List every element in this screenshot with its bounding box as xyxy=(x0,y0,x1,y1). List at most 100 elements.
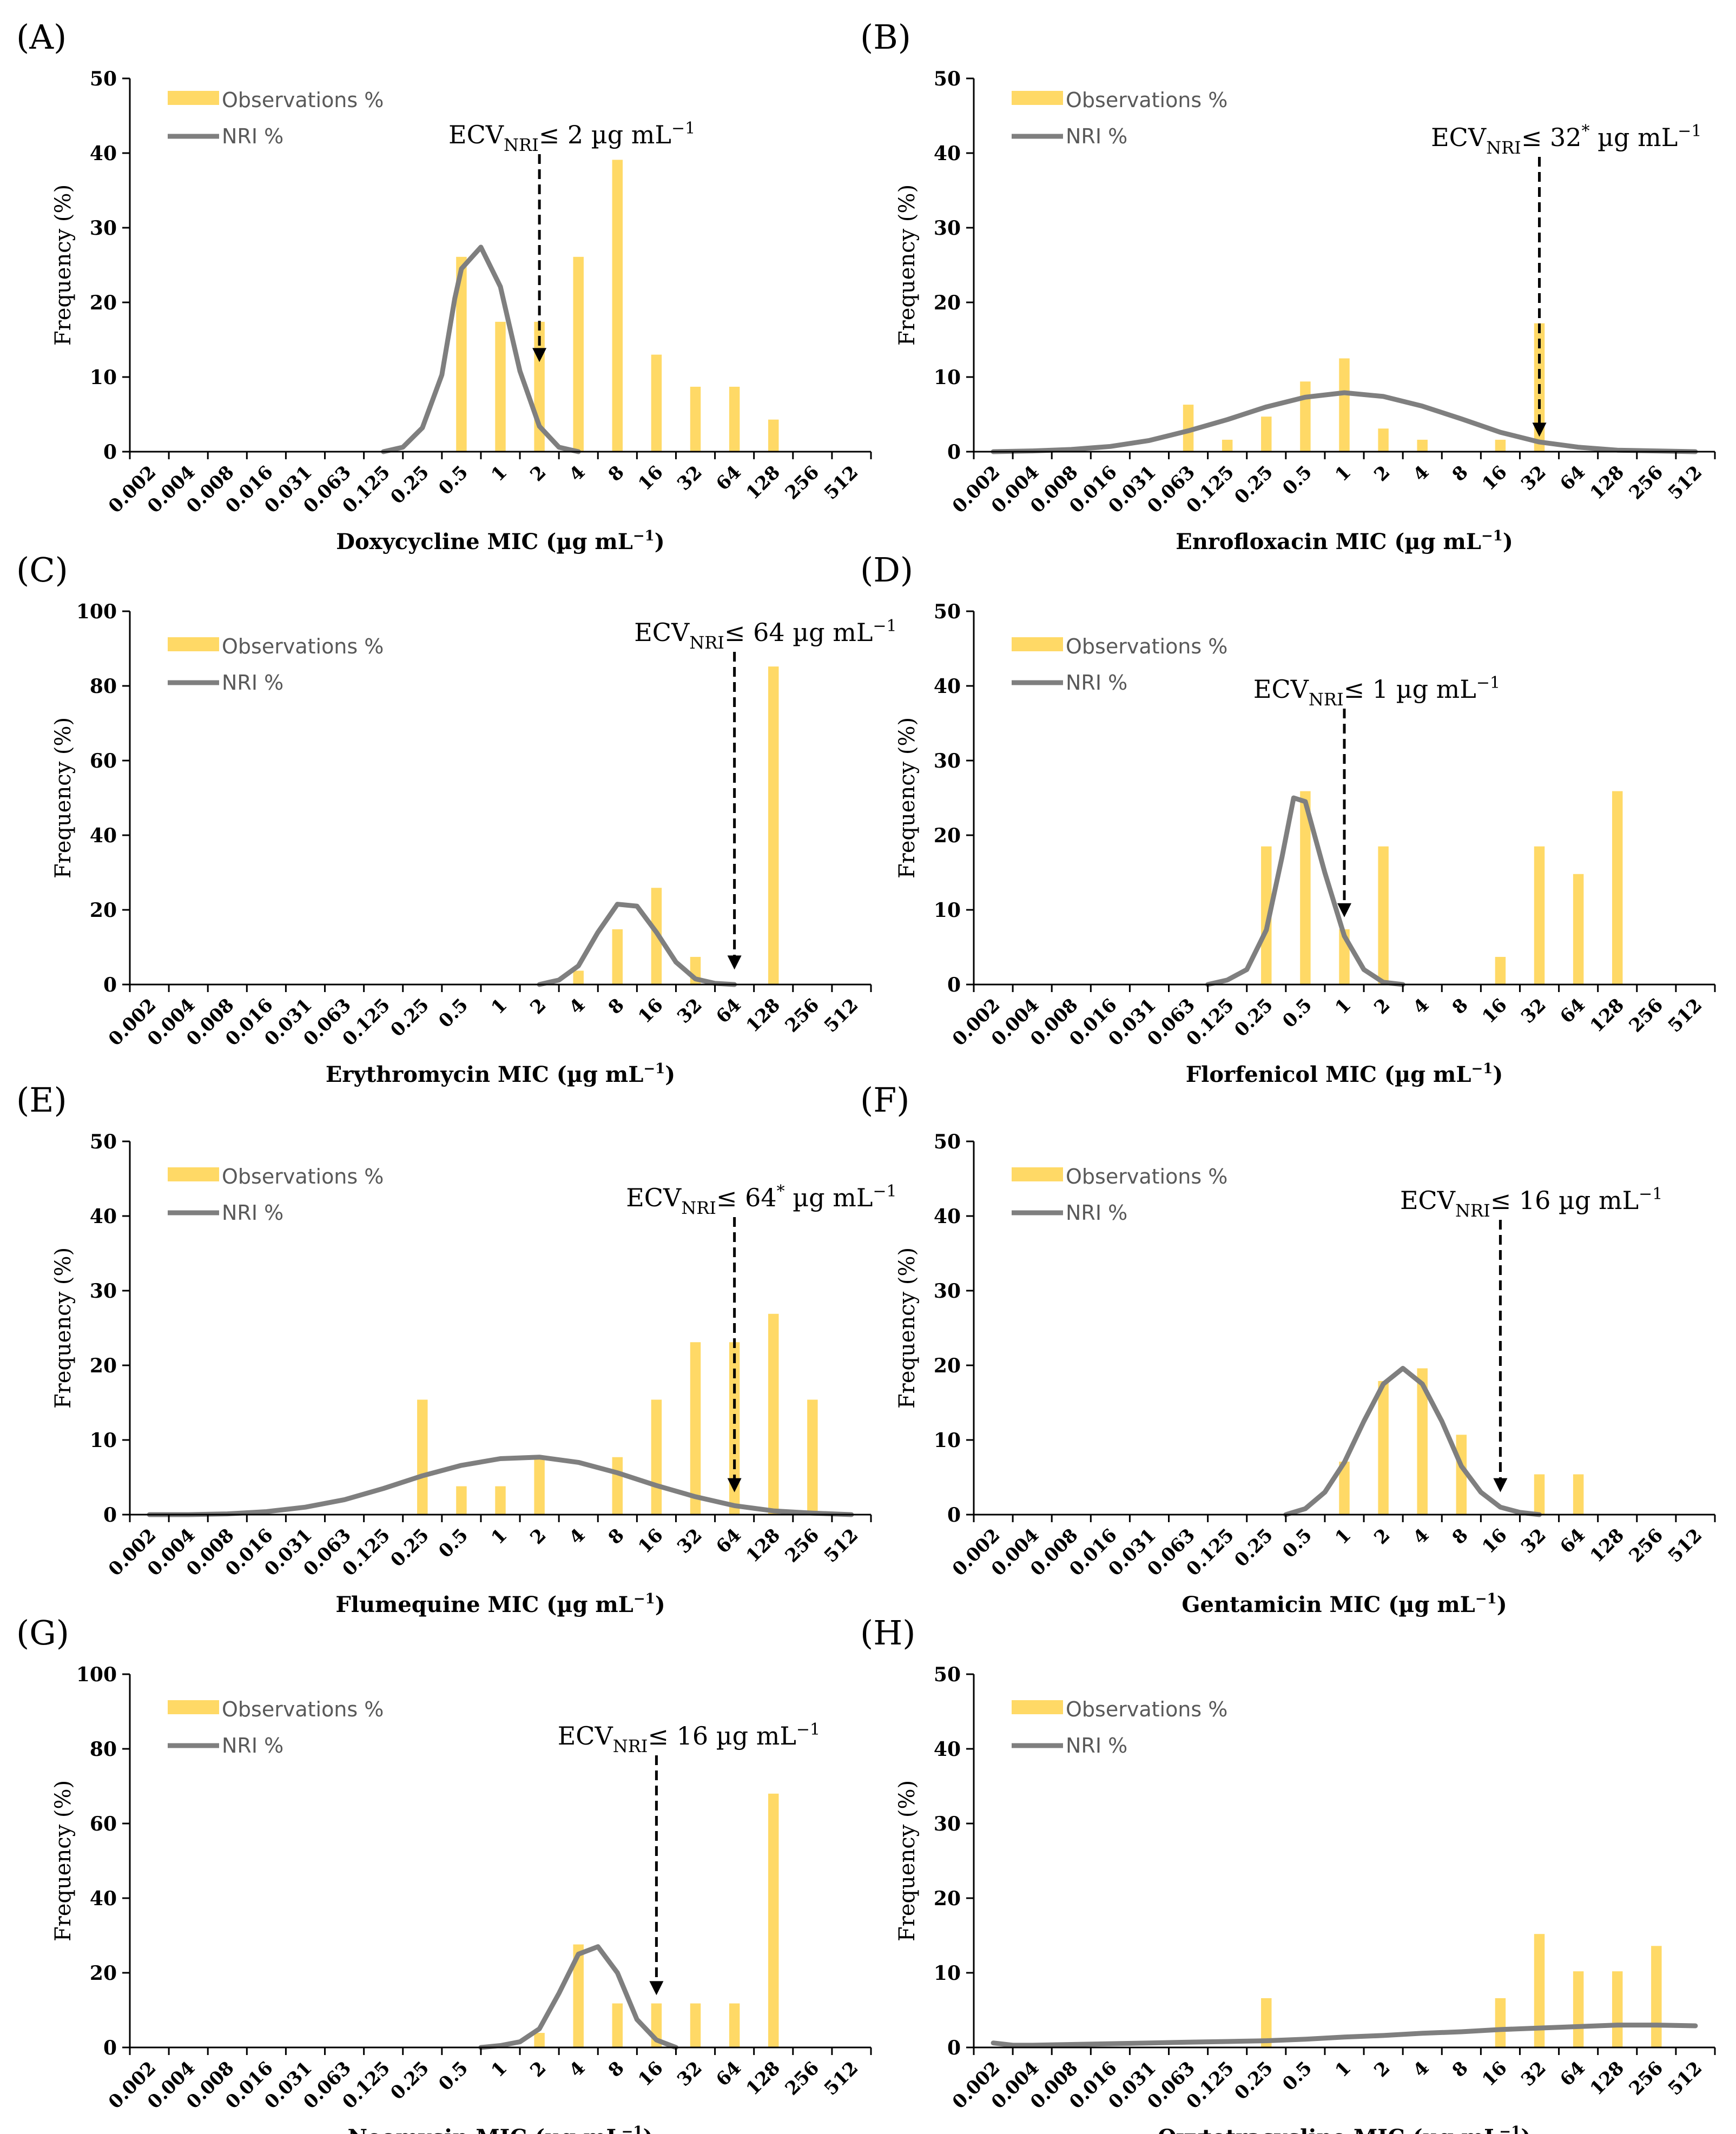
legend-label-observations: Observations % xyxy=(222,88,384,112)
y-axis-title: Frequency (%) xyxy=(895,1247,920,1409)
x-tick-label: 512 xyxy=(820,461,862,504)
y-axis-title: Frequency (%) xyxy=(51,1247,76,1409)
legend-label-nri: NRI % xyxy=(1066,1201,1127,1225)
x-tick-label: 32 xyxy=(673,461,707,495)
x-tick-label: 512 xyxy=(1664,2057,1706,2099)
observation-bar xyxy=(495,321,506,452)
x-tick-label: 256 xyxy=(1625,2057,1667,2099)
x-tick-label: 0.25 xyxy=(386,994,433,1041)
observation-bar xyxy=(1534,1474,1545,1515)
observation-bar xyxy=(768,1313,779,1515)
x-tick-label: 128 xyxy=(742,2057,784,2099)
observation-bar xyxy=(1573,1971,1584,2047)
legend-label-nri: NRI % xyxy=(222,671,283,695)
observation-bar xyxy=(1261,846,1272,985)
x-tick-label: 16 xyxy=(1478,2057,1511,2091)
x-tick-label: 256 xyxy=(781,1524,823,1567)
observation-bar xyxy=(1183,405,1194,452)
y-tick-label: 10 xyxy=(90,1429,117,1452)
observation-bar xyxy=(417,1399,428,1515)
legend-swatch-observations xyxy=(168,1700,219,1714)
legend-label-nri: NRI % xyxy=(1066,124,1127,148)
ecv-label: ECVNRI≤ 1 µg mL−1 xyxy=(1253,673,1500,710)
y-tick-label: 20 xyxy=(90,899,117,922)
y-tick-label: 0 xyxy=(947,974,961,996)
y-tick-label: 40 xyxy=(90,824,117,847)
x-tick-label: 256 xyxy=(781,461,823,504)
legend-label-nri: NRI % xyxy=(1066,1734,1127,1758)
legend-label-nri: NRI % xyxy=(222,1201,283,1225)
observation-bar xyxy=(768,419,779,452)
observation-bar xyxy=(1339,1462,1350,1515)
legend-label-nri: NRI % xyxy=(1066,671,1127,695)
y-tick-label: 50 xyxy=(90,68,117,90)
y-tick-label: 50 xyxy=(934,600,961,623)
observation-bar xyxy=(768,666,779,985)
y-tick-label: 40 xyxy=(90,1205,117,1228)
y-tick-label: 10 xyxy=(934,1429,961,1452)
x-tick-label: 0.25 xyxy=(386,1524,433,1571)
x-tick-label: 0.5 xyxy=(434,1524,472,1562)
x-tick-label: 4 xyxy=(1409,2057,1434,2082)
x-axis-title: Florfenicol MIC (µg mL−1) xyxy=(1186,1061,1503,1087)
y-tick-label: 40 xyxy=(934,1205,961,1228)
x-tick-label: 0.5 xyxy=(434,2057,472,2095)
x-tick-label: 1 xyxy=(487,461,511,486)
x-tick-label: 32 xyxy=(673,1524,707,1558)
x-tick-label: 128 xyxy=(1586,2057,1628,2099)
observation-bar xyxy=(612,2003,623,2047)
x-tick-label: 2 xyxy=(526,994,550,1019)
observation-bar xyxy=(612,160,623,452)
x-tick-label: 0.25 xyxy=(1230,994,1277,1041)
x-tick-label: 8 xyxy=(604,461,629,486)
x-tick-label: 4 xyxy=(565,1524,590,1549)
y-tick-label: 0 xyxy=(103,441,117,464)
y-tick-label: 20 xyxy=(90,1962,117,1985)
x-tick-label: 1 xyxy=(1331,461,1355,486)
legend-swatch-observations xyxy=(1012,91,1063,105)
y-tick-label: 40 xyxy=(934,1738,961,1761)
x-tick-label: 0.25 xyxy=(386,2057,433,2104)
observation-bar xyxy=(690,2003,701,2047)
x-axis-title: Doxycycline MIC (µg mL−1) xyxy=(336,528,664,554)
observation-bar xyxy=(768,1793,779,2047)
observation-bar xyxy=(456,256,467,452)
y-tick-label: 60 xyxy=(90,750,117,772)
x-tick-label: 4 xyxy=(1409,1524,1434,1549)
observation-bar xyxy=(1261,1998,1272,2047)
x-tick-label: 64 xyxy=(1556,994,1589,1028)
y-tick-label: 50 xyxy=(934,1131,961,1153)
y-tick-label: 0 xyxy=(103,1504,117,1527)
observation-bar xyxy=(573,256,584,452)
y-tick-label: 60 xyxy=(90,1813,117,1835)
panel-label: (H) xyxy=(860,1613,915,1653)
x-tick-label: 8 xyxy=(604,994,629,1019)
y-tick-label: 20 xyxy=(934,824,961,847)
observation-bar xyxy=(534,1457,545,1515)
x-tick-label: 16 xyxy=(634,461,668,495)
x-tick-label: 8 xyxy=(1448,994,1473,1019)
legend-label-nri: NRI % xyxy=(222,1734,283,1758)
x-axis-title: Erythromycin MIC (µg mL−1) xyxy=(326,1061,675,1087)
panel-label: (E) xyxy=(16,1080,67,1120)
panel-label: (D) xyxy=(860,550,913,590)
legend-swatch-observations xyxy=(1012,1167,1063,1181)
nri-line xyxy=(147,1455,854,1517)
x-tick-label: 64 xyxy=(1556,461,1589,495)
y-axis-title: Frequency (%) xyxy=(895,1780,920,1941)
x-tick-label: 128 xyxy=(1586,994,1628,1036)
x-tick-label: 16 xyxy=(634,1524,668,1558)
observation-bar xyxy=(690,1342,701,1515)
y-tick-label: 50 xyxy=(934,1663,961,1686)
y-tick-label: 0 xyxy=(947,1504,961,1527)
x-tick-label: 32 xyxy=(673,994,707,1028)
x-tick-label: 64 xyxy=(712,2057,745,2091)
y-tick-label: 50 xyxy=(90,1131,117,1153)
legend-label-observations: Observations % xyxy=(1066,635,1227,658)
y-axis-title: Frequency (%) xyxy=(51,184,76,346)
legend-label-observations: Observations % xyxy=(1066,1165,1227,1188)
x-tick-label: 0.5 xyxy=(1278,1524,1316,1562)
observation-bar xyxy=(729,386,740,452)
